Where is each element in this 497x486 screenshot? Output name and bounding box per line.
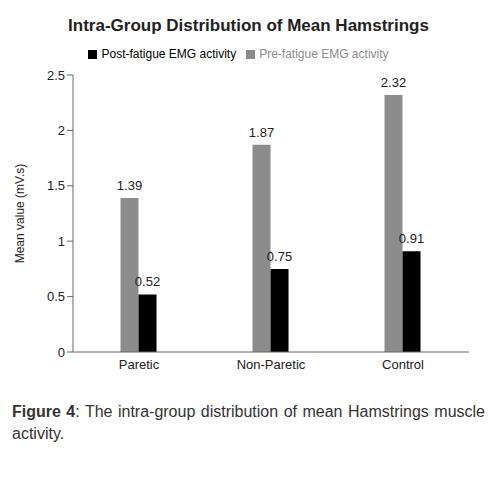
svg-text:2.5: 2.5 bbox=[47, 68, 65, 83]
svg-text:0.91: 0.91 bbox=[399, 231, 424, 246]
svg-text:0: 0 bbox=[58, 345, 65, 360]
html-text:Post-fatigue EMG activity: Post-fatigue EMG activity bbox=[101, 47, 237, 61]
html-text:Pre-fatigue EMG activity: Pre-fatigue EMG activity bbox=[259, 47, 389, 61]
svg-text:Non-Paretic: Non-Paretic bbox=[237, 357, 306, 372]
svg-text:1.87: 1.87 bbox=[249, 125, 274, 140]
svg-text:1.5: 1.5 bbox=[47, 178, 65, 193]
svg-text:0.52: 0.52 bbox=[135, 274, 160, 289]
svg-text:0.75: 0.75 bbox=[267, 249, 292, 264]
svg-text:1.39: 1.39 bbox=[117, 178, 142, 193]
svg-text:2.32: 2.32 bbox=[381, 75, 406, 90]
html-text:Intra-Group Distribution of Me: Intra-Group Distribution of Mean Hamstri… bbox=[68, 16, 429, 35]
svg-text:1: 1 bbox=[58, 234, 65, 249]
svg-text:2: 2 bbox=[58, 123, 65, 138]
svg-text:0.5: 0.5 bbox=[47, 289, 65, 304]
html-text:Figure 4: The intra-group dist: Figure 4: The intra-group distribution o… bbox=[12, 403, 485, 442]
svg-text:Control: Control bbox=[382, 357, 424, 372]
svg-text:Mean value (mV.s): Mean value (mV.s) bbox=[13, 164, 27, 264]
svg-text:Paretic: Paretic bbox=[119, 357, 160, 372]
